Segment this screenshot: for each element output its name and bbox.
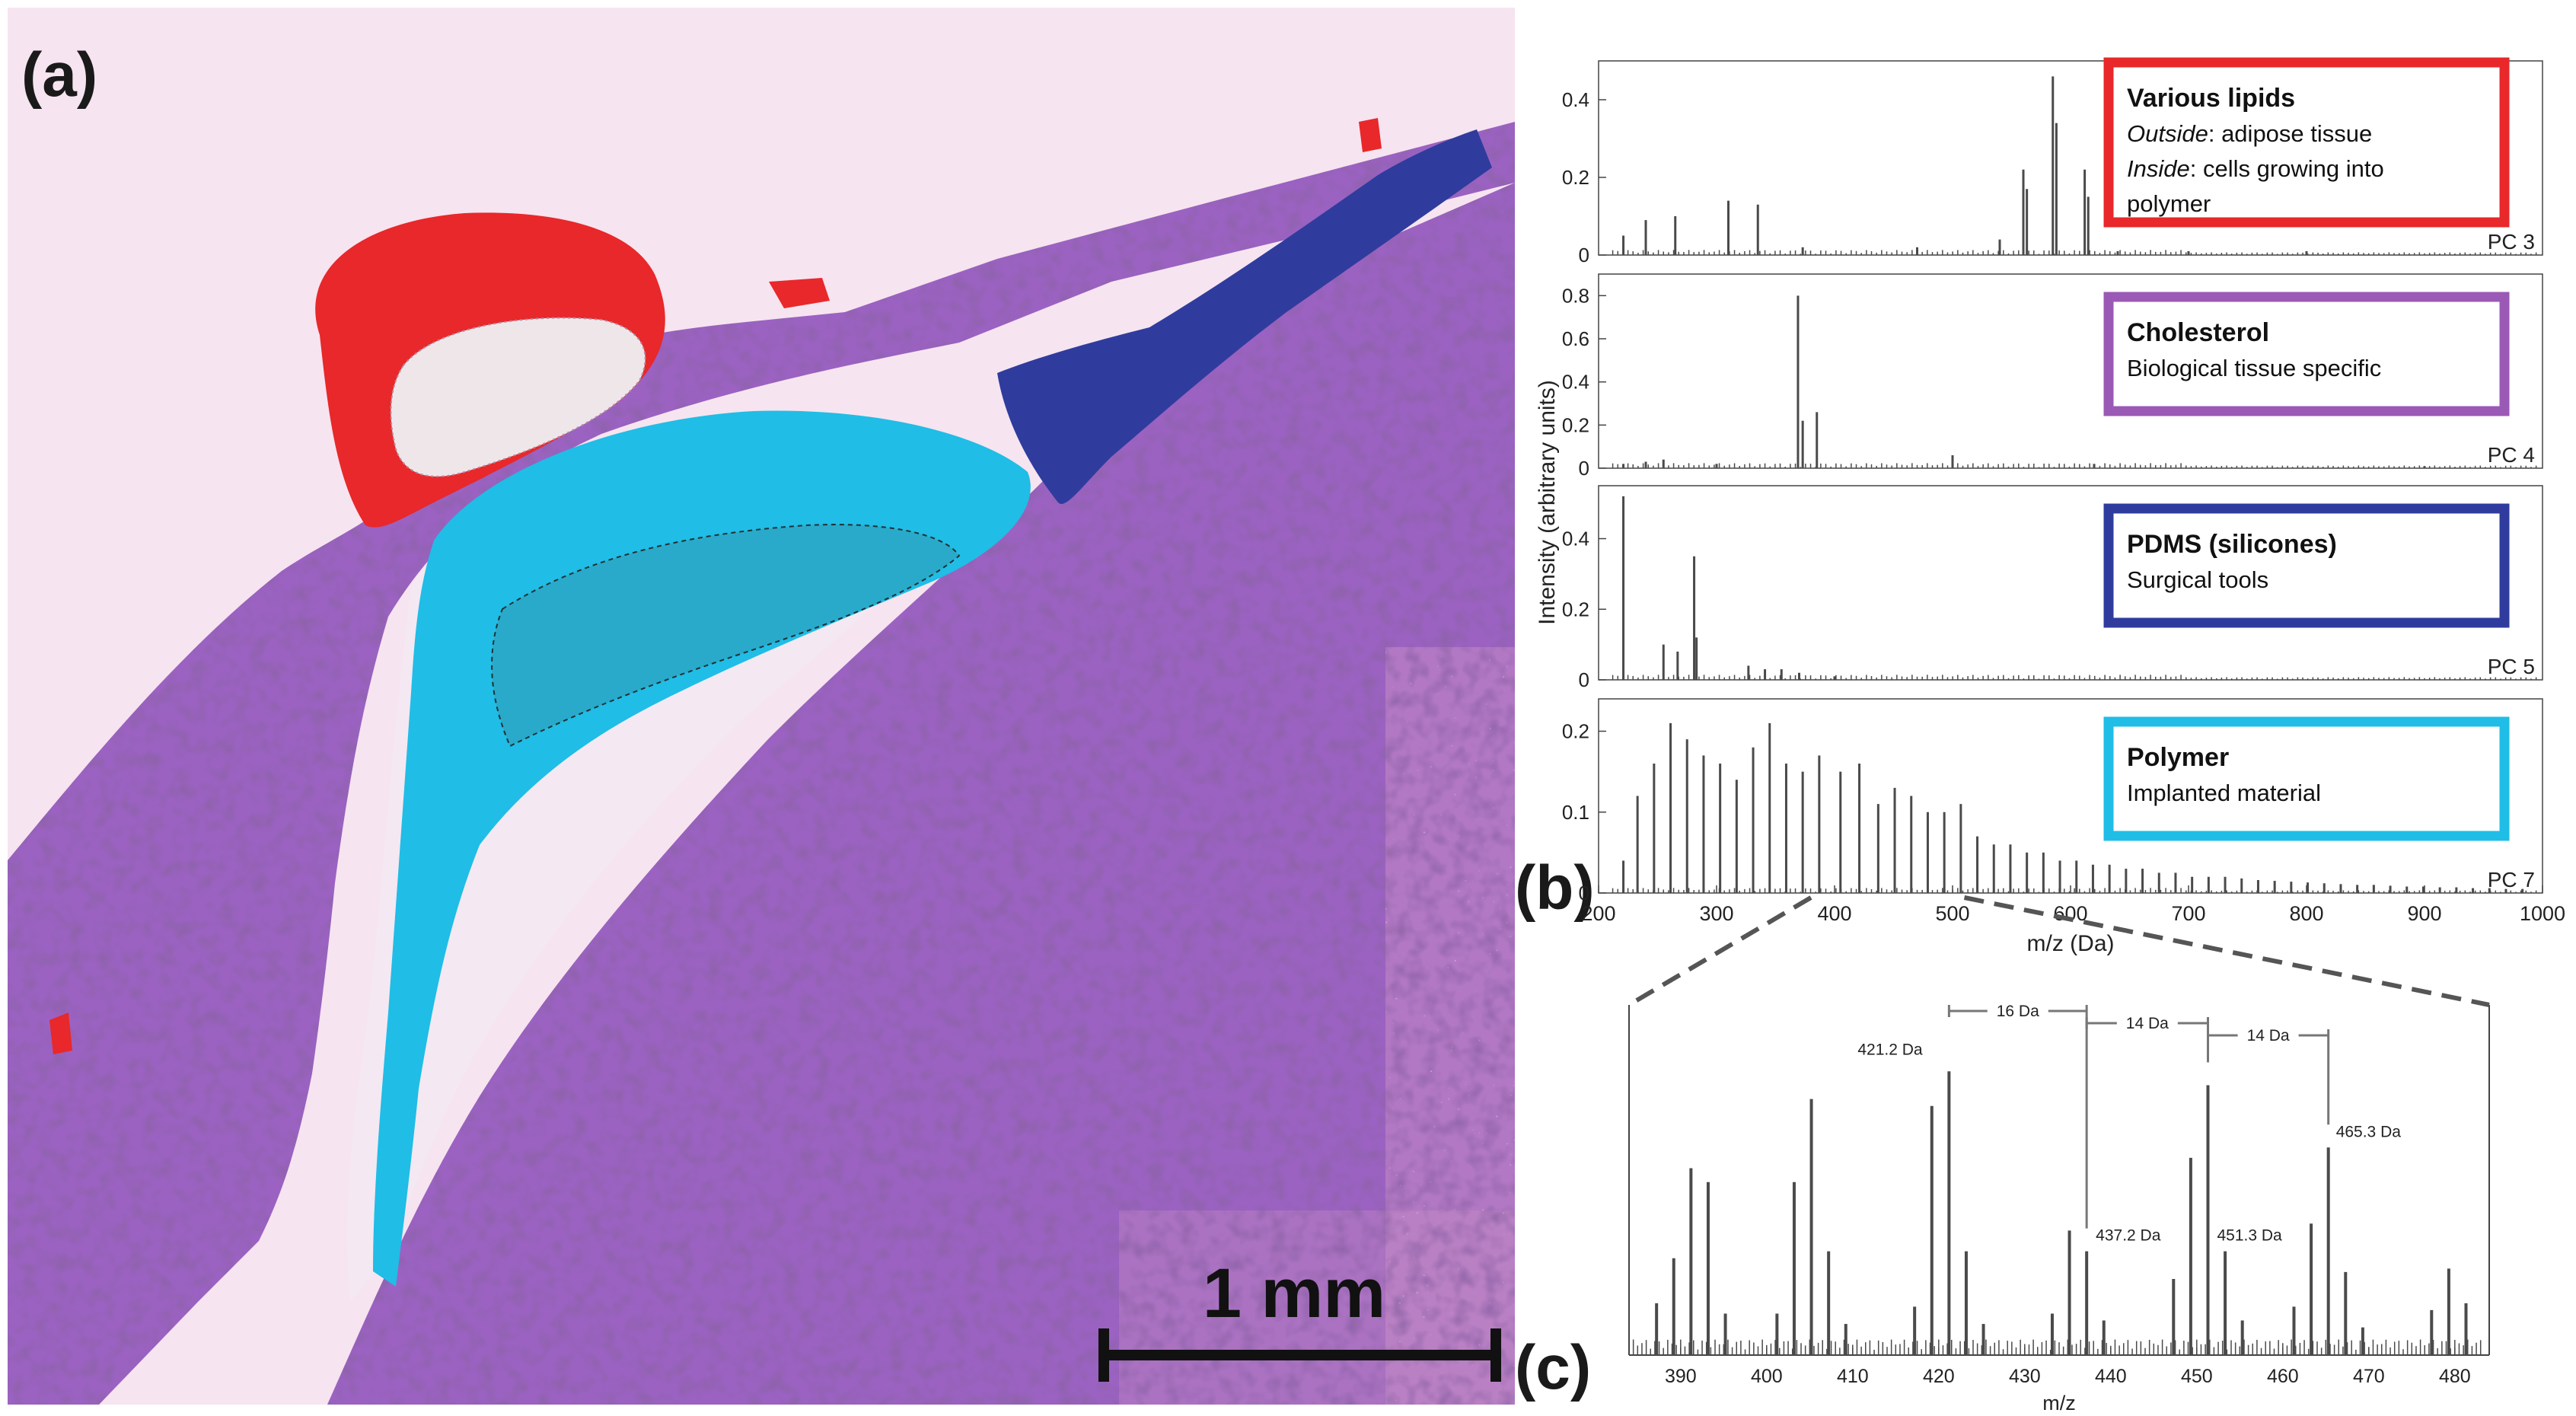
- y-tick-label: 0: [1579, 244, 1589, 266]
- y-tick-label: 0: [1579, 457, 1589, 480]
- x-tick-label: 700: [2171, 902, 2205, 925]
- x-tick-label: 900: [2407, 902, 2441, 925]
- pc-legend-box: [2103, 503, 2510, 628]
- y-tick-label: 0: [1579, 882, 1589, 904]
- pc-legend-title: Cholesterol: [2127, 318, 2269, 347]
- pc-legend-box: [2103, 292, 2510, 416]
- x-tick-label: 200: [1581, 902, 1615, 925]
- pc-subplot: 0 0.2 0.4 PC 5 PDMS (silicones) Surgical tool…: [1562, 485, 2543, 691]
- y-tick-label: 0.2: [1562, 720, 1589, 743]
- pc-legend-line-text: Implanted material: [2127, 780, 2321, 806]
- pc-label: PC 5: [2488, 655, 2535, 678]
- pc-subplot: 0 0.1 0.2 PC 7 Polymer Implanted material: [1562, 698, 2543, 904]
- pc-legend-line-text: polymer: [2127, 190, 2211, 217]
- mass-diff-label: 14 Da: [2247, 1027, 2290, 1044]
- x-tick-label: 300: [1699, 902, 1733, 925]
- mass-diff-label: 16 Da: [1997, 1003, 2039, 1020]
- pc-legend-box: [2103, 716, 2510, 841]
- pc-legend-line: Inside: cells growing into: [2127, 155, 2384, 182]
- pc-label: PC 3: [2488, 230, 2535, 254]
- peak-annotation: 421.2 Da: [1857, 1041, 1923, 1058]
- scale-bar-label: 1 mm: [1203, 1255, 1385, 1332]
- x-axis-label: m/z (Da): [2027, 931, 2115, 956]
- pc-legend-line-italic: Inside: [2127, 155, 2190, 182]
- x-tick-label: 600: [2053, 902, 2087, 925]
- y-tick-label: 0.4: [1562, 528, 1589, 550]
- x-tick-label: 480: [2439, 1366, 2471, 1387]
- x-tick-label: 420: [1923, 1366, 1955, 1387]
- peak-annotation: 465.3 Da: [2336, 1123, 2402, 1140]
- lipids-inner-area: [390, 317, 646, 477]
- y-tick-label: 0.6: [1562, 327, 1589, 350]
- y-tick-label: 0: [1579, 668, 1589, 691]
- x-tick-label: 450: [2181, 1366, 2213, 1387]
- x-tick-label: 1000: [2520, 902, 2565, 925]
- panel-label-c: (c): [1515, 1333, 1592, 1402]
- y-tick-label: 0.4: [1562, 88, 1589, 111]
- pc-legend-line: Biological tissue specific: [2127, 355, 2381, 381]
- y-tick-label: 0.4: [1562, 371, 1589, 394]
- pc-legend-line-italic: Outside: [2127, 120, 2208, 147]
- pc-legend-line: Outside: adipose tissue: [2127, 120, 2372, 147]
- y-tick-label: 0.2: [1562, 598, 1589, 620]
- pc-subplot: 0 0.2 0.4 0.6 0.8 PC 4 Cholesterol Biological t…: [1562, 273, 2543, 480]
- panel-label-b: (b): [1515, 853, 1595, 923]
- pc-legend-line: Surgical tools: [2127, 566, 2268, 593]
- y-tick-label: 0.8: [1562, 284, 1589, 307]
- x-tick-label: 470: [2353, 1366, 2385, 1387]
- scale-bar: 1 mm: [1098, 1255, 1501, 1382]
- polymer-inner-detail: [491, 524, 961, 748]
- x-tick-label: 430: [2009, 1366, 2041, 1387]
- pc-label: PC 7: [2488, 868, 2535, 891]
- pc-legend-title: Various lipids: [2127, 84, 2295, 113]
- pc-label: PC 4: [2488, 443, 2535, 467]
- tissue-speckles: [1385, 647, 1515, 1405]
- pc-legend-line-text: Biological tissue specific: [2127, 355, 2381, 381]
- pdms-region: [997, 129, 1492, 504]
- x-tick-label: 500: [1935, 902, 1969, 925]
- mass-diff-label-bg: [2237, 1024, 2299, 1044]
- panel-label-a: (a): [21, 40, 98, 110]
- y-tick-label: 0.1: [1562, 801, 1589, 824]
- x-tick-label: 460: [2267, 1366, 2299, 1387]
- plot-frame: [1598, 273, 2543, 469]
- x-axis-label: m/z: [2042, 1392, 2076, 1414]
- y-tick-label: 0.2: [1562, 166, 1589, 189]
- mass-diff-label-bg: [2116, 1012, 2178, 1032]
- pc-legend-line-text: Surgical tools: [2127, 566, 2268, 593]
- lipids-small-spot: [769, 278, 830, 308]
- x-tick-label: 390: [1665, 1366, 1697, 1387]
- pc-legend-title: Polymer: [2127, 743, 2229, 772]
- zoom-spectrum-chart: 390 400 410 420 430 440 450 460 470 480 m/z 421.2 D…: [1628, 1000, 2490, 1414]
- pc-spectra-chart: 0 0.2 0.4 PC 3 Various lipids Outside: adipos…: [1535, 57, 2565, 956]
- pc-legend-line-text: : adipose tissue: [2208, 120, 2372, 147]
- tissue-texture: [8, 122, 1515, 1405]
- pc-legend-line: Implanted material: [2127, 780, 2321, 806]
- x-tick-label: 400: [1751, 1366, 1783, 1387]
- y-tick-label: 0.2: [1562, 413, 1589, 436]
- peak-annotation: 437.2 Da: [2096, 1227, 2161, 1245]
- peak-annotation: 451.3 Da: [2217, 1227, 2282, 1245]
- pc-subplot: 0 0.2 0.4 PC 3 Various lipids Outside: adipos…: [1562, 57, 2543, 266]
- lipids-small-spot: [49, 1013, 72, 1054]
- tissue-image: 1 mm: [8, 8, 1515, 1405]
- lipids-small-spot: [1359, 118, 1382, 152]
- pc-legend-line-text: : cells growing into: [2190, 155, 2384, 182]
- plot-frame: [1598, 60, 2543, 256]
- x-tick-label: 800: [2289, 902, 2323, 925]
- pc-legend-box: [2103, 57, 2510, 228]
- x-tick-label: 400: [1817, 902, 1851, 925]
- x-tick-label: 440: [2095, 1366, 2127, 1387]
- x-tick-label: 410: [1837, 1366, 1869, 1387]
- y-axis-label: Intensity (arbitrary units): [1535, 380, 1560, 625]
- pc-legend-line: polymer: [2127, 190, 2211, 217]
- mass-diff-label: 14 Da: [2126, 1015, 2169, 1032]
- pc-legend-title: PDMS (silicones): [2127, 530, 2337, 559]
- plot-frame: [1598, 485, 2543, 681]
